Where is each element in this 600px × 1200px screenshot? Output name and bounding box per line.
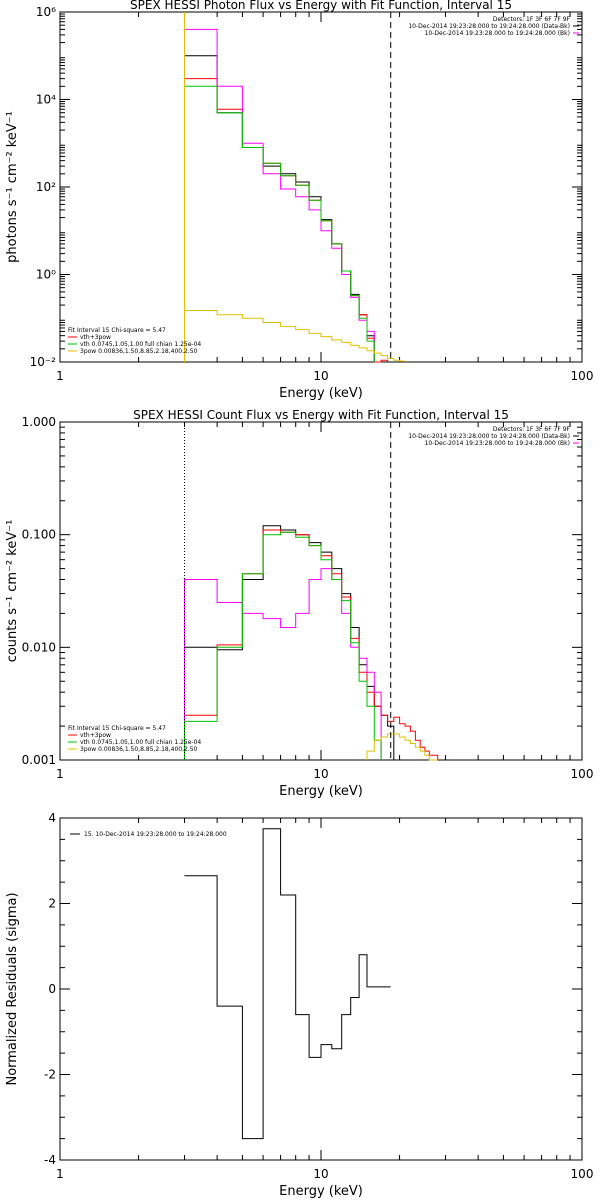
x-tick-label: 1 <box>56 369 64 383</box>
y-tick-label: 10⁻² <box>30 355 57 369</box>
y-axis-label: photons s⁻¹ cm⁻² keV⁻¹ <box>5 111 20 263</box>
y-tick-label: 1.000 <box>22 415 56 429</box>
chart-title: SPEX HESSI Count Flux vs Energy with Fit… <box>133 408 509 422</box>
series-4-line <box>184 85 375 362</box>
x-tick-label: 100 <box>571 369 594 383</box>
legend-entry: Fit Interval 15 Chi-square = 5.47 <box>68 725 166 732</box>
x-tick-label: 10 <box>313 369 328 383</box>
legend-entry: 10-Dec-2014 19:23:28.000 to 19:24:28.000… <box>408 23 570 30</box>
y-tick-label: 10⁴ <box>36 93 56 107</box>
series-1-line <box>184 828 391 1140</box>
x-tick-label: 100 <box>571 1167 594 1181</box>
series-3-line <box>184 568 382 760</box>
y-tick-label: 10⁶ <box>36 5 56 19</box>
legend-entry: vth+3pow <box>80 732 111 739</box>
y-tick-label: 0.100 <box>22 528 56 542</box>
plot-frame <box>59 817 583 1161</box>
legend-entry: vth 0.0745,1.05,1.00 full chian 1.25e-04 <box>80 341 201 348</box>
x-tick-label: 10 <box>313 1167 328 1181</box>
legend-entry: 3pow 0.00836,1.50,8.85,2.18,400,2.50 <box>80 746 198 753</box>
series-2-line <box>184 78 389 363</box>
y-tick-label: -4 <box>44 1153 56 1167</box>
y-axis-label: Normalized Residuals (sigma) <box>5 892 20 1085</box>
legend-entry: 10-Dec-2014 19:23:28.000 to 19:24:28.000… <box>425 440 570 447</box>
chart-panel-1: SPEX HESSI Photon Flux vs Energy with Fi… <box>5 0 593 401</box>
chart-title: SPEX HESSI Photon Flux vs Energy with Fi… <box>130 0 512 12</box>
legend-entry: vth+3pow <box>80 334 111 341</box>
y-tick-label: 4 <box>48 811 56 825</box>
legend-entry: 3pow 0.00836,1.50,8.85,2.18,400,2.50 <box>80 348 198 355</box>
legend-entry: 15. 10-Dec-2014 19:23:28.000 to 19:24:28… <box>84 831 227 838</box>
y-tick-label: 0.001 <box>22 753 56 767</box>
y-tick-label: 0.010 <box>22 640 56 654</box>
x-tick-label: 1 <box>56 767 64 781</box>
x-axis-label: Energy (keV) <box>279 386 363 401</box>
legend-entry: 10-Dec-2014 19:23:28.000 to 19:24:28.000… <box>425 30 570 37</box>
x-axis-label: Energy (keV) <box>279 784 363 799</box>
legend-entry: 10-Dec-2014 19:23:28.000 to 19:24:28.000… <box>408 433 570 440</box>
x-tick-label: 10 <box>313 767 328 781</box>
y-tick-label: 10² <box>36 180 56 194</box>
x-axis-label: Energy (keV) <box>279 1184 363 1199</box>
series-2-line <box>184 529 439 760</box>
plot-frame <box>59 421 583 761</box>
y-axis-label: counts s⁻¹ cm⁻² keV⁻¹ <box>5 520 20 663</box>
y-tick-label: 10⁰ <box>36 268 56 282</box>
plot-frame <box>59 11 583 363</box>
series-3-line <box>184 28 375 362</box>
legend-entry: vth 0.0745,1.05,1.00 full chian 1.25e-04 <box>80 739 201 746</box>
legend-entry: Detectors: 1F 3F 6F 7F 9F <box>493 426 571 433</box>
y-tick-label: -2 <box>44 1068 56 1082</box>
series-1-line <box>184 525 395 760</box>
legend-entry: Fit Interval 15 Chi-square = 5.47 <box>68 327 166 334</box>
y-tick-label: 0 <box>48 982 56 996</box>
chart-panel-2: SPEX HESSI Count Flux vs Energy with Fit… <box>5 408 593 799</box>
x-tick-label: 100 <box>571 767 594 781</box>
chart-panel-3: Energy (keV) Normalized Residuals (sigma)… <box>5 811 593 1199</box>
y-tick-label: 2 <box>48 897 56 911</box>
series-1-line <box>184 55 375 362</box>
series-5-line <box>184 310 406 362</box>
series-5-line <box>366 733 438 761</box>
legend-entry: Detectors: 1F 3F 6F 7F 9F <box>493 16 571 23</box>
series-4-line <box>184 531 382 760</box>
x-tick-label: 1 <box>56 1167 64 1181</box>
